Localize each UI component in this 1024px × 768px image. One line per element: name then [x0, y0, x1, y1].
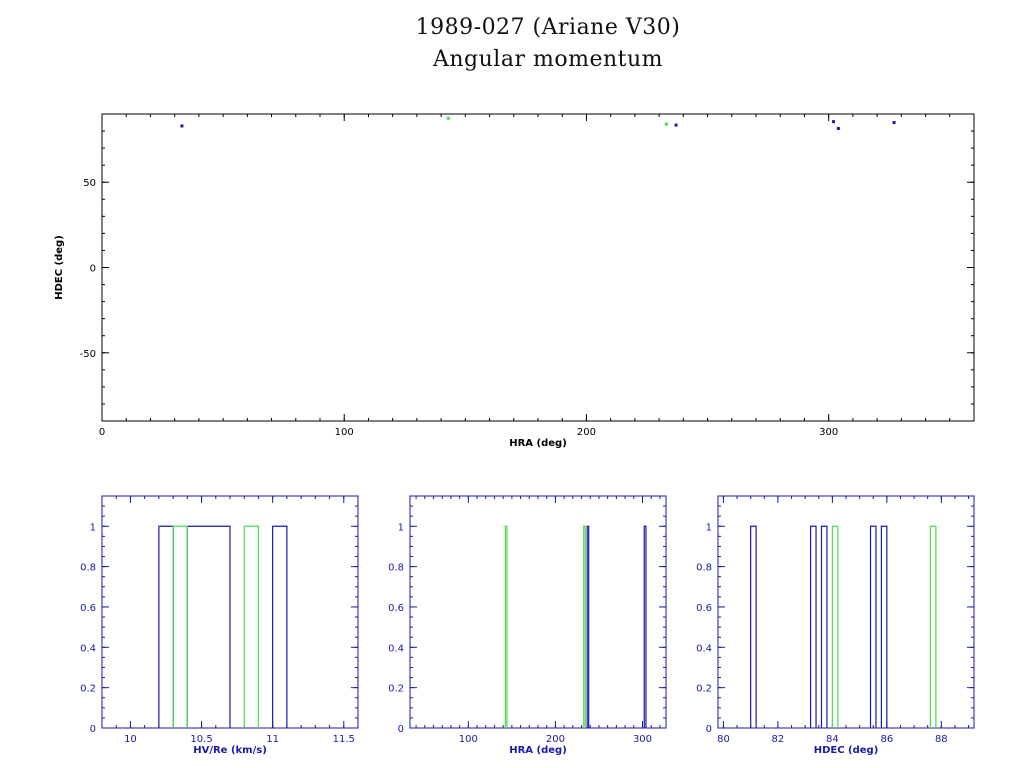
main-plot-xtick-label: 300: [819, 427, 838, 438]
histogram-hv-xtick-label: 11: [266, 734, 279, 745]
histogram-hra-ytick-label: 0.4: [388, 643, 404, 654]
histogram-hv-bar: [172, 525, 188, 728]
histogram-hra-frame: [409, 495, 667, 729]
histogram-hdec-bar: [809, 525, 817, 728]
histogram-hra: 100 200 300 0 0.2 0.4 0.6 0.8 1 HRA (deg): [388, 495, 667, 756]
main-plot-ytick-label: -50: [80, 349, 96, 360]
histogram-hdec-bar: [869, 525, 877, 728]
main-plot-point: [446, 116, 450, 120]
main-plot-xtick-label: 200: [577, 427, 596, 438]
histogram-hv-bar: [243, 525, 260, 728]
histogram-hdec-xtick-label: 88: [935, 734, 948, 745]
histogram-hv-xlabel: HV/Re (km/s): [193, 745, 267, 756]
histogram-hdec-ytick-label: 0.2: [696, 684, 712, 695]
histogram-hdec-bar: [831, 525, 839, 728]
histogram-hv-bar: [272, 525, 288, 728]
main-plot-xtick-label: 0: [99, 427, 105, 438]
main-plot: 0 100 200 300 -50 0 50 HRA (deg) HDEC (deg): [54, 113, 975, 449]
histogram-hdec-ytick-label: 0.8: [696, 563, 712, 574]
histogram-hra-xtick-label: 100: [459, 734, 478, 745]
histogram-hra-bar: [643, 525, 647, 728]
main-plot-point: [892, 121, 896, 125]
main-plot-point: [836, 126, 840, 130]
histogram-hdec-xtick-label: 86: [880, 734, 893, 745]
main-plot-point: [674, 123, 678, 127]
histogram-hra-xtick-label: 300: [633, 734, 652, 745]
histogram-hra-bar: [586, 525, 590, 728]
histogram-hdec-xlabel: HDEC (deg): [814, 745, 879, 756]
histogram-hdec-xtick-label: 84: [826, 734, 839, 745]
main-plot-point: [832, 120, 836, 124]
histogram-hdec-ytick-label: 0.6: [696, 603, 712, 614]
main-plot-ylabel: HDEC (deg): [54, 235, 65, 300]
histogram-hra-xtick-label: 200: [546, 734, 565, 745]
histogram-hdec-ytick-label: 0: [706, 724, 712, 735]
histogram-hdec-xtick-label: 82: [772, 734, 785, 745]
histogram-hdec-ytick-label: 0.4: [696, 643, 712, 654]
chart-title: 1989-027 (Ariane V30): [415, 15, 681, 40]
histogram-hv-ytick-label: 0: [90, 724, 96, 735]
histogram-hv-ytick-label: 0.6: [80, 603, 96, 614]
histogram-hdec-ytick-label: 1: [706, 522, 712, 533]
main-plot-point: [664, 122, 668, 126]
histogram-hv-ytick-label: 1: [90, 522, 96, 533]
main-plot-point: [180, 124, 184, 128]
histogram-hdec-bar: [929, 525, 937, 728]
histogram-hv-ytick-label: 0.4: [80, 643, 96, 654]
histogram-hra-xlabel: HRA (deg): [509, 745, 567, 756]
histogram-hra-ytick-label: 1: [398, 522, 404, 533]
histogram-hv-bar: [158, 525, 174, 728]
histogram-hdec: 80 82 84 86 88 0 0.2 0.4 0.6 0.8 1 HDEC (deg): [696, 495, 975, 756]
chart-subtitle: Angular momentum: [433, 47, 663, 72]
main-plot-xlabel: HRA (deg): [509, 438, 567, 449]
main-plot-xtick-label: 100: [335, 427, 354, 438]
histogram-hra-ytick-label: 0.2: [388, 684, 404, 695]
histogram-hv-ytick-label: 0.2: [80, 684, 96, 695]
main-plot-ytick-label: 50: [83, 178, 96, 189]
histogram-hdec-bar: [750, 525, 757, 728]
histogram-hra-bar: [583, 525, 586, 728]
histogram-hv-xtick-label: 11.5: [333, 734, 355, 745]
histogram-hv-xtick-label: 10: [124, 734, 137, 745]
main-plot-ytick-label: 0: [90, 264, 96, 275]
histogram-hra-bar: [504, 525, 508, 728]
histogram-hdec-bar: [820, 525, 828, 728]
histogram-hdec-bar: [880, 525, 888, 728]
histogram-hra-ytick-label: 0: [398, 724, 404, 735]
main-plot-frame: [101, 113, 975, 422]
histogram-hra-ytick-label: 0.6: [388, 603, 404, 614]
histogram-hra-ytick-label: 0.8: [388, 563, 404, 574]
histogram-hv-bar: [186, 525, 231, 728]
histogram-hdec-xtick-label: 80: [717, 734, 730, 745]
histogram-hv-ytick-label: 0.8: [80, 563, 96, 574]
histogram-hv-xtick-label: 10.5: [190, 734, 212, 745]
histogram-hv: 10 10.5 11 11.5 0 0.2 0.4 0.6 0.8 1 HV/Re (km/s): [80, 495, 359, 756]
